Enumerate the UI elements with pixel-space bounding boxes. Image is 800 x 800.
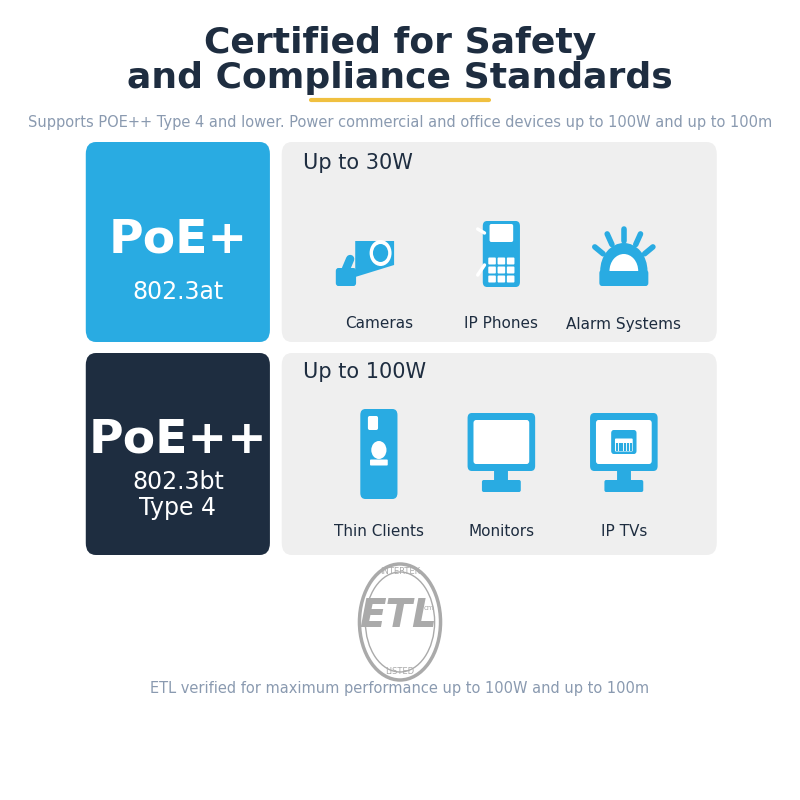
Text: ETL: ETL [359, 597, 437, 635]
Text: ETL verified for maximum performance up to 100W and up to 100m: ETL verified for maximum performance up … [150, 681, 650, 695]
Text: Certified for Safety: Certified for Safety [204, 26, 596, 60]
FancyBboxPatch shape [605, 480, 643, 492]
FancyBboxPatch shape [611, 430, 637, 454]
Text: Monitors: Monitors [468, 525, 534, 539]
Polygon shape [355, 241, 394, 277]
Text: 802.3at: 802.3at [132, 280, 223, 304]
Text: and Compliance Standards: and Compliance Standards [127, 61, 673, 95]
Circle shape [371, 441, 386, 459]
Circle shape [370, 240, 391, 266]
FancyBboxPatch shape [360, 409, 398, 499]
Text: 802.3bt: 802.3bt [132, 470, 224, 494]
Text: IP TVs: IP TVs [601, 525, 647, 539]
FancyBboxPatch shape [482, 221, 520, 287]
Text: Alarm Systems: Alarm Systems [566, 317, 682, 331]
Text: LISTED: LISTED [386, 667, 414, 677]
Text: PoE++: PoE++ [89, 418, 267, 462]
Text: PoE+: PoE+ [108, 218, 247, 262]
FancyBboxPatch shape [488, 258, 496, 265]
FancyBboxPatch shape [368, 416, 378, 430]
FancyBboxPatch shape [488, 275, 496, 282]
FancyBboxPatch shape [488, 266, 496, 274]
FancyBboxPatch shape [599, 270, 648, 286]
FancyBboxPatch shape [474, 420, 530, 464]
FancyBboxPatch shape [86, 142, 270, 342]
FancyBboxPatch shape [482, 480, 521, 492]
FancyBboxPatch shape [498, 258, 505, 265]
FancyBboxPatch shape [507, 258, 514, 265]
Circle shape [373, 244, 388, 262]
FancyBboxPatch shape [370, 459, 388, 466]
Text: Thin Clients: Thin Clients [334, 525, 424, 539]
FancyBboxPatch shape [282, 353, 717, 555]
Wedge shape [600, 243, 647, 271]
FancyBboxPatch shape [596, 420, 652, 464]
FancyBboxPatch shape [498, 266, 505, 274]
Text: Cameras: Cameras [345, 317, 413, 331]
FancyBboxPatch shape [86, 353, 270, 555]
Text: Supports POE++ Type 4 and lower. Power commercial and office devices up to 100W : Supports POE++ Type 4 and lower. Power c… [28, 114, 772, 130]
FancyBboxPatch shape [498, 275, 505, 282]
FancyBboxPatch shape [490, 224, 513, 242]
FancyBboxPatch shape [615, 438, 633, 451]
FancyBboxPatch shape [282, 142, 717, 342]
FancyBboxPatch shape [507, 275, 514, 282]
Text: Type 4: Type 4 [139, 496, 216, 520]
Text: cm: cm [423, 605, 434, 611]
Text: Up to 100W: Up to 100W [303, 362, 426, 382]
Text: INTERTEK: INTERTEK [380, 567, 420, 577]
FancyBboxPatch shape [467, 413, 535, 471]
Text: Up to 30W: Up to 30W [303, 153, 413, 173]
Text: IP Phones: IP Phones [464, 317, 538, 331]
FancyBboxPatch shape [336, 268, 356, 286]
FancyBboxPatch shape [507, 266, 514, 274]
Wedge shape [610, 254, 638, 271]
FancyBboxPatch shape [590, 413, 658, 471]
